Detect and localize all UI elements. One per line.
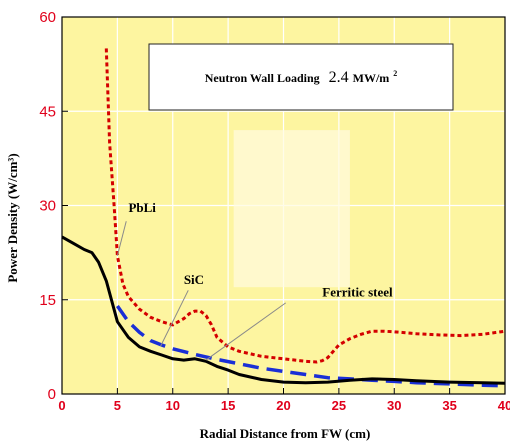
series-line-pbli <box>104 48 506 364</box>
x-axis-title: Radial Distance from FW (cm) <box>200 426 371 441</box>
highlight-patch <box>233 130 350 288</box>
series-line-sic <box>115 304 506 388</box>
x-tick-label: 5 <box>114 398 121 413</box>
y-tick-label: 15 <box>39 292 56 309</box>
x-tick-label: 25 <box>332 398 346 413</box>
annotation-unit-superscript: 2 <box>393 69 397 78</box>
annotation-box: Neutron Wall Loading 2.4 MW/m 2 <box>148 43 454 111</box>
annotation-box-text: Neutron Wall Loading 2.4 MW/m 2 <box>205 69 398 86</box>
series-label-sic: SiC <box>184 272 204 287</box>
x-tick-label: 20 <box>276 398 290 413</box>
series-labels: PbLi SiC Ferritic steel <box>116 200 393 361</box>
series-line-ferritic-steel <box>61 235 506 385</box>
x-tick-label: 0 <box>58 398 65 413</box>
y-tick-label: 0 <box>48 386 56 403</box>
label-leader-line <box>160 290 189 347</box>
annotation-value: 2.4 <box>329 69 349 86</box>
x-tick-label: 40 <box>498 398 510 413</box>
label-leader-line <box>205 302 287 361</box>
x-tick-label: 30 <box>387 398 401 413</box>
y-tick-label: 60 <box>39 9 56 26</box>
center-highlight <box>233 130 350 288</box>
axis-ticks: 0 5 10 15 20 25 30 35 40 0 15 30 45 60 <box>39 9 510 413</box>
y-tick-label: 30 <box>39 198 56 215</box>
label-leader-line <box>116 221 127 256</box>
x-tick-label: 10 <box>166 398 180 413</box>
annotation-label: Neutron Wall Loading <box>205 71 320 85</box>
x-tick-label: 15 <box>221 398 235 413</box>
y-axis-title: Power Density (W/cm³) <box>5 153 20 282</box>
series-label-pbli: PbLi <box>128 200 156 215</box>
y-tick-label: 45 <box>39 103 56 120</box>
series-layer <box>61 48 506 388</box>
series-label-ferritic-steel: Ferritic steel <box>322 285 393 300</box>
annotation-unit: MW/m <box>353 71 390 85</box>
annotation-box-frame <box>148 43 454 111</box>
x-tick-label: 35 <box>442 398 456 413</box>
